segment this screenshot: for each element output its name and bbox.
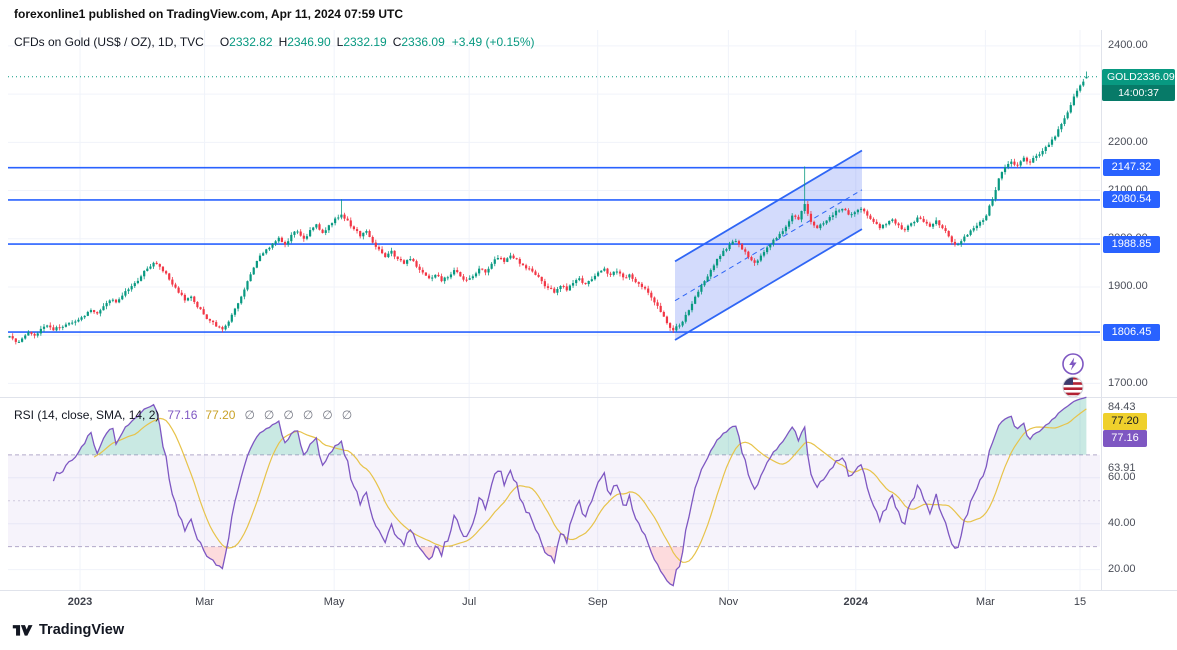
time-axis-label[interactable]: 15 bbox=[1073, 596, 1087, 608]
rsi-empty-value: ∅ bbox=[263, 408, 275, 422]
channel-lower-line[interactable] bbox=[674, 228, 863, 341]
candlestick-series[interactable] bbox=[8, 71, 1088, 345]
rsi-axis-label[interactable]: 20.00 bbox=[1108, 563, 1136, 576]
bar-countdown: 14:00:37 bbox=[1102, 84, 1175, 101]
rsi-axis-label[interactable]: 63.91 bbox=[1108, 462, 1136, 475]
level-price-label: 2147.32 bbox=[1103, 159, 1160, 177]
time-axis-label[interactable]: May bbox=[323, 596, 345, 608]
rsi-value: 77.16 bbox=[167, 408, 198, 422]
last-price-value: 2336.09 bbox=[1136, 70, 1175, 83]
last-price-symbol: GOLD bbox=[1107, 70, 1137, 83]
open-value: 2332.82 bbox=[229, 35, 273, 49]
close-value: 2336.09 bbox=[401, 35, 445, 49]
channel-upper-line[interactable] bbox=[674, 149, 863, 263]
low-value: 2332.19 bbox=[343, 35, 387, 49]
time-axis-label[interactable]: Sep bbox=[587, 596, 608, 608]
open-label: O bbox=[219, 35, 230, 49]
high-label: H bbox=[278, 35, 288, 49]
rsi-sma-value: 77.20 bbox=[205, 408, 236, 422]
rsi-line[interactable] bbox=[52, 396, 1087, 587]
rsi-title[interactable]: RSI (14, close, SMA, 14, 2) bbox=[14, 408, 160, 422]
time-axis-label[interactable]: Mar bbox=[975, 596, 995, 608]
close-label: C bbox=[392, 35, 402, 49]
rsi-value-badge: 77.16 bbox=[1103, 429, 1147, 447]
brand-name: TradingView bbox=[39, 622, 125, 638]
boost-button[interactable] bbox=[1062, 353, 1084, 375]
low-label: L bbox=[336, 35, 344, 49]
channel-mid-line[interactable] bbox=[674, 189, 863, 302]
rsi-axis-label[interactable]: 60.00 bbox=[1108, 471, 1136, 484]
tradingview-watermark[interactable]: TradingView bbox=[12, 621, 124, 639]
tradingview-logo bbox=[12, 625, 33, 636]
price-axis-label[interactable]: 1700.00 bbox=[1108, 376, 1148, 389]
symbol-title[interactable]: CFDs on Gold (US$ / OZ), 1D, TVC bbox=[14, 35, 204, 49]
rsi-empty-value: ∅ bbox=[322, 408, 333, 422]
rsi-sma-badge: 77.20 bbox=[1103, 412, 1147, 430]
high-value: 2346.90 bbox=[287, 35, 331, 49]
rsi-empty-value: ∅ bbox=[283, 408, 294, 422]
price-axis-label[interactable]: 1900.00 bbox=[1108, 280, 1148, 293]
time-axis-label[interactable]: Nov bbox=[718, 596, 739, 608]
rsi-empty-value: ∅ bbox=[244, 408, 255, 422]
level-price-label: 1988.85 bbox=[1103, 235, 1160, 253]
time-axis-label[interactable]: Mar bbox=[195, 596, 215, 608]
time-axis-label[interactable]: 2023 bbox=[67, 596, 93, 608]
symbol-legend: CFDs on Gold (US$ / OZ), 1D, TVC O2332.82… bbox=[14, 35, 535, 49]
rsi-sma-line[interactable] bbox=[93, 408, 1087, 563]
change-value: +3.49 (+0.15%) bbox=[451, 35, 535, 49]
time-axis-label[interactable]: 2024 bbox=[843, 596, 869, 608]
us-flag-icon bbox=[1062, 376, 1084, 398]
rsi-empty-value: ∅ bbox=[302, 408, 314, 422]
last-price-badge: GOLD 2336.09 14:00:37 bbox=[1102, 68, 1175, 101]
rsi-axis-label[interactable]: 40.00 bbox=[1108, 517, 1136, 530]
rsi-axis-label[interactable]: 84.43 bbox=[1108, 401, 1136, 414]
level-price-label: 1806.45 bbox=[1103, 323, 1160, 341]
time-axis-label[interactable]: Jul bbox=[462, 596, 477, 608]
level-price-label: 2080.54 bbox=[1103, 191, 1160, 209]
rsi-oversold-fill bbox=[202, 546, 959, 586]
price-axis-label[interactable]: 2200.00 bbox=[1108, 135, 1148, 148]
publish-info: forexonline1 published on TradingView.co… bbox=[14, 7, 403, 21]
price-axis-label[interactable]: 2400.00 bbox=[1108, 39, 1148, 52]
lightning-bolt-icon bbox=[1062, 353, 1084, 375]
rsi-legend: RSI (14, close, SMA, 14, 2) 77.16 77.20 ∅ ∅ ∅… bbox=[14, 408, 352, 422]
rsi-overbought-fill bbox=[76, 397, 1087, 455]
rsi-empty-value: ∅ bbox=[341, 408, 353, 422]
country-flag-button[interactable] bbox=[1062, 376, 1084, 398]
